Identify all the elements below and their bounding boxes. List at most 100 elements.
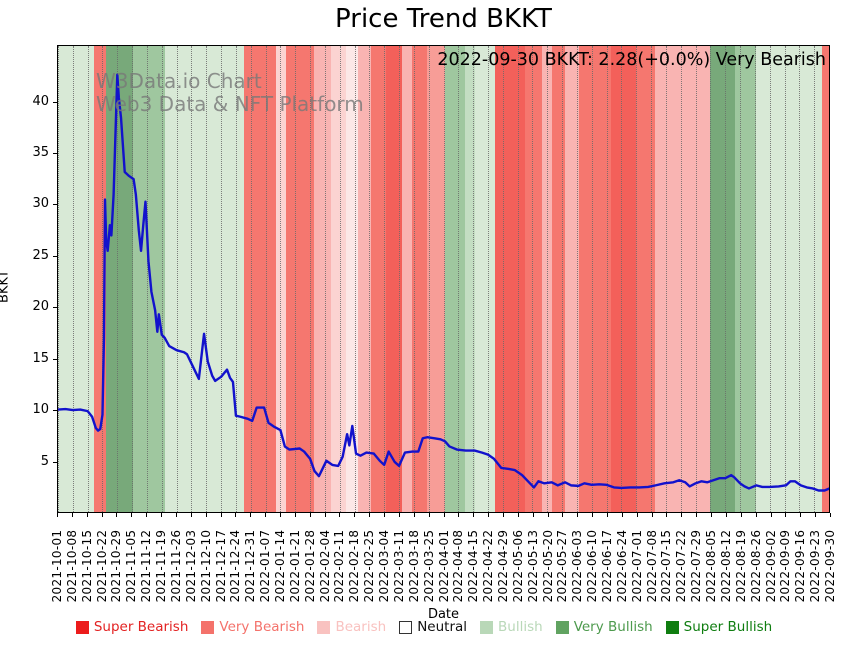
x-gridline [651, 46, 653, 512]
x-tick-label: 2021-11-05 [124, 529, 139, 603]
legend-label: Super Bearish [93, 619, 189, 635]
y-tick-label: 25 [32, 247, 49, 263]
sentiment-band [579, 46, 611, 512]
y-tick-mark [53, 101, 57, 103]
x-tick-label: 2021-10-08 [64, 529, 79, 603]
x-gridline [295, 46, 297, 512]
x-tick-mark [562, 513, 564, 517]
x-tick-label: 2021-12-03 [183, 529, 198, 603]
x-tick-label: 2021-12-31 [243, 529, 258, 603]
legend-label: Neutral [417, 619, 468, 635]
x-tick-label: 2022-09-02 [763, 529, 778, 603]
y-tick-mark [53, 307, 57, 309]
x-gridline [532, 46, 534, 512]
x-gridline [473, 46, 475, 512]
x-tick-mark [443, 513, 445, 517]
sentiment-band [542, 46, 553, 512]
x-tick-mark [755, 513, 757, 517]
sentiment-band [654, 46, 711, 512]
sentiment-band [756, 46, 822, 512]
x-tick-label: 2022-05-13 [525, 529, 540, 603]
y-tick-label: 10 [32, 402, 49, 418]
legend-swatch [317, 620, 331, 634]
legend-swatch [75, 620, 89, 634]
x-tick-mark [458, 513, 460, 517]
sentiment-band [610, 46, 636, 512]
x-tick-mark [532, 513, 534, 517]
x-tick-mark [413, 513, 415, 517]
x-tick-label: 2022-02-11 [332, 529, 347, 603]
x-gridline [132, 46, 134, 512]
x-gridline [547, 46, 549, 512]
sentiment-band [426, 46, 445, 512]
x-tick-label: 2022-04-01 [436, 529, 451, 603]
x-tick-mark [190, 513, 192, 517]
x-tick-label: 2022-03-04 [377, 529, 392, 603]
x-tick-label: 2022-02-18 [347, 529, 362, 603]
x-tick-mark [384, 513, 386, 517]
x-tick-label: 2022-02-25 [362, 529, 377, 603]
x-gridline [324, 46, 326, 512]
x-gridline [250, 46, 252, 512]
sentiment-band [371, 46, 387, 512]
x-tick-mark [175, 513, 177, 517]
y-tick-mark [53, 410, 57, 412]
x-tick-label: 2022-06-03 [570, 529, 585, 603]
x-gridline [621, 46, 623, 512]
legend-item: Bearish [317, 619, 386, 635]
x-tick-mark [636, 513, 638, 517]
x-gridline [606, 46, 608, 512]
y-tick-label: 30 [32, 196, 49, 212]
x-tick-mark [577, 513, 579, 517]
sentiment-band [243, 46, 276, 512]
x-gridline [384, 46, 386, 512]
plot-area: W3Data.io Chart Web3 Data & NFT Platform… [57, 45, 830, 513]
price-line [58, 46, 829, 512]
x-gridline [310, 46, 312, 512]
x-gridline [235, 46, 237, 512]
x-gridline [725, 46, 727, 512]
x-gridline [87, 46, 89, 512]
x-tick-label: 2022-06-24 [614, 529, 629, 603]
legend-swatch [555, 620, 569, 634]
x-tick-mark [711, 513, 713, 517]
y-tick-label: 15 [32, 350, 49, 366]
x-gridline [206, 46, 208, 512]
x-tick-mark [86, 513, 88, 517]
x-tick-label: 2022-01-14 [272, 529, 287, 603]
x-tick-label: 2022-04-08 [451, 529, 466, 603]
sentiment-band [331, 46, 347, 512]
x-gridline [814, 46, 816, 512]
x-tick-mark [205, 513, 207, 517]
x-gridline [399, 46, 401, 512]
x-tick-label: 2022-01-21 [287, 529, 302, 603]
legend-swatch [399, 620, 413, 634]
sentiment-band [710, 46, 736, 512]
x-tick-mark [740, 513, 742, 517]
y-tick-label: 5 [40, 453, 49, 469]
x-gridline [695, 46, 697, 512]
y-tick-mark [53, 358, 57, 360]
x-tick-mark [517, 513, 519, 517]
legend-item: Super Bullish [665, 619, 772, 635]
x-gridline [176, 46, 178, 512]
x-gridline [117, 46, 119, 512]
y-tick-mark [53, 255, 57, 257]
x-tick-mark [785, 513, 787, 517]
x-gridline [458, 46, 460, 512]
x-gridline [265, 46, 267, 512]
x-tick-label: 2021-11-26 [168, 529, 183, 603]
legend-swatch [480, 620, 494, 634]
x-tick-mark [770, 513, 772, 517]
x-gridline [191, 46, 193, 512]
x-gridline [102, 46, 104, 512]
x-tick-mark [57, 513, 58, 517]
x-tick-mark [161, 513, 163, 517]
x-tick-mark [607, 513, 609, 517]
x-tick-mark [339, 513, 341, 517]
x-tick-mark [294, 513, 296, 517]
x-gridline [413, 46, 415, 512]
sentiment-band [386, 46, 402, 512]
x-tick-label: 2022-09-16 [793, 529, 808, 603]
x-tick-mark [473, 513, 475, 517]
